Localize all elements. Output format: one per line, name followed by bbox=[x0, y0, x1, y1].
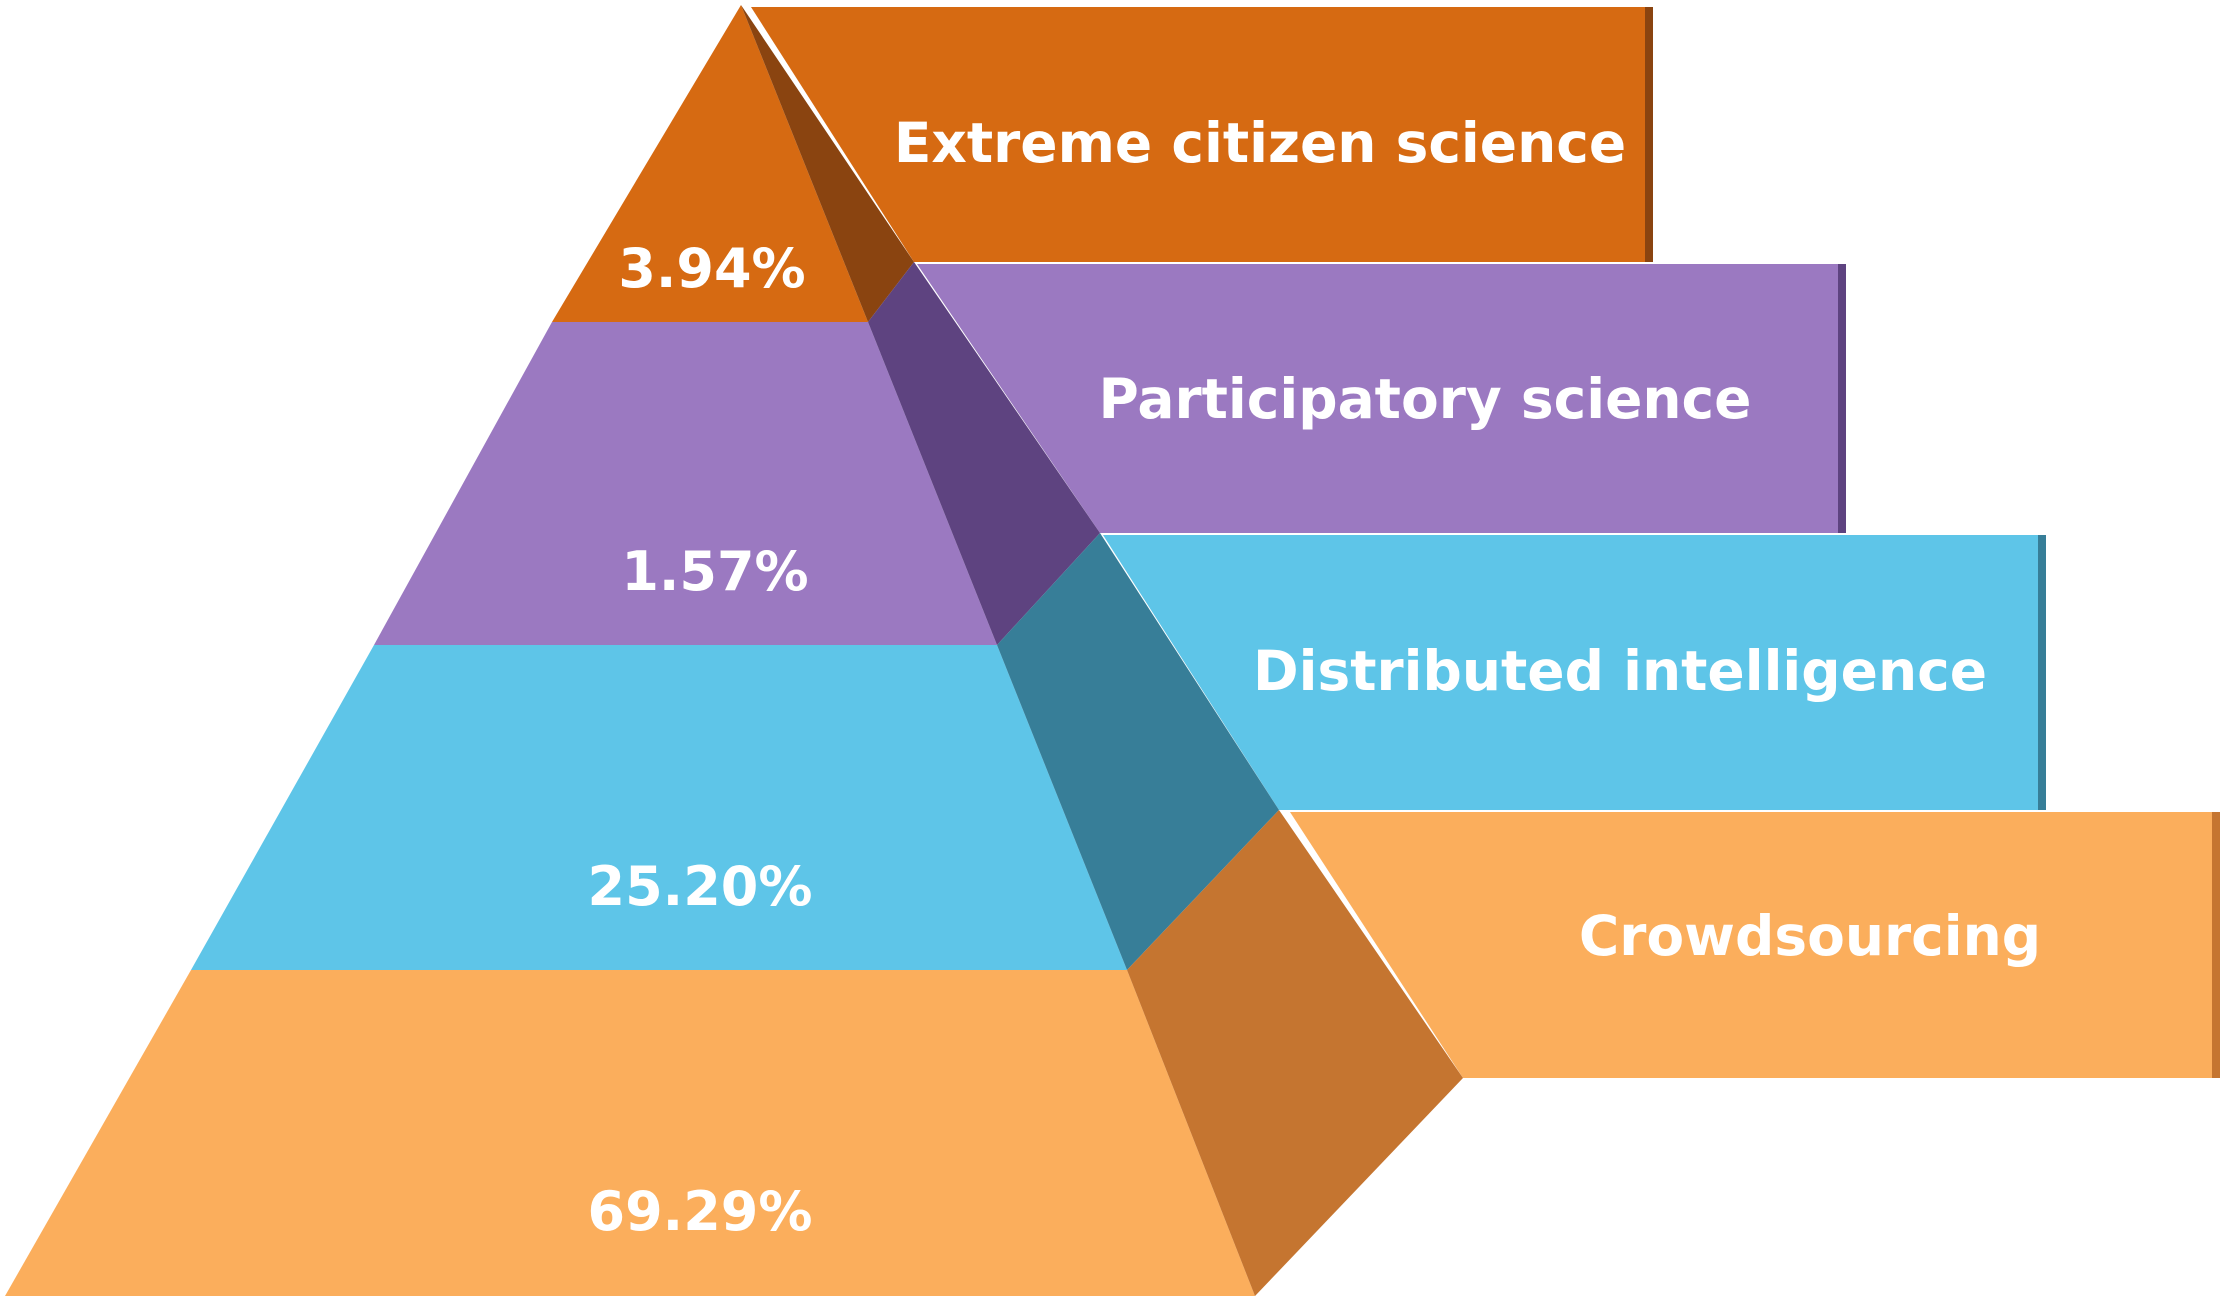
level-label-distributed-intelligence: Distributed intelligence bbox=[1253, 639, 1987, 703]
label-bar-crowdsourcing: Crowdsourcing bbox=[1290, 812, 2220, 1078]
bar-shape bbox=[751, 7, 1653, 262]
label-bar-participatory-science: Participatory science bbox=[917, 264, 1846, 533]
level-label-participatory-science: Participatory science bbox=[1099, 367, 1752, 431]
bar-shadow bbox=[1838, 264, 1846, 533]
percent-crowdsourcing: 69.29% bbox=[588, 1180, 813, 1243]
label-bar-extreme-citizen-science: Extreme citizen science bbox=[751, 7, 1653, 262]
pyramid-front bbox=[5, 5, 1255, 1296]
bar-shadow bbox=[1645, 7, 1653, 262]
bar-shadow bbox=[2212, 812, 2220, 1078]
front-level-distributed-intelligence bbox=[191, 645, 1127, 970]
level-label-crowdsourcing: Crowdsourcing bbox=[1579, 904, 2041, 968]
percent-participatory-science: 1.57% bbox=[621, 540, 808, 603]
percent-distributed-intelligence: 25.20% bbox=[588, 855, 813, 918]
front-level-extreme-citizen-science bbox=[552, 5, 868, 322]
label-bar-distributed-intelligence: Distributed intelligence bbox=[1103, 535, 2046, 810]
percent-labels: 3.94% 1.57% 25.20% 69.29% bbox=[588, 237, 813, 1243]
side-level-crowdsourcing bbox=[1127, 810, 1463, 1296]
bar-shape bbox=[1290, 812, 2220, 1078]
bar-shape bbox=[1103, 535, 2046, 810]
side-level-extreme-citizen-science bbox=[741, 5, 914, 322]
bar-shape bbox=[917, 264, 1846, 533]
percent-extreme-citizen-science: 3.94% bbox=[618, 237, 805, 300]
front-level-crowdsourcing bbox=[5, 970, 1255, 1296]
side-level-participatory-science bbox=[868, 262, 1100, 645]
front-level-participatory-science bbox=[374, 322, 997, 645]
pyramid-side bbox=[741, 5, 1463, 1296]
level-label-extreme-citizen-science: Extreme citizen science bbox=[894, 111, 1626, 175]
bar-shadow bbox=[2038, 535, 2046, 810]
side-level-distributed-intelligence bbox=[997, 533, 1279, 970]
